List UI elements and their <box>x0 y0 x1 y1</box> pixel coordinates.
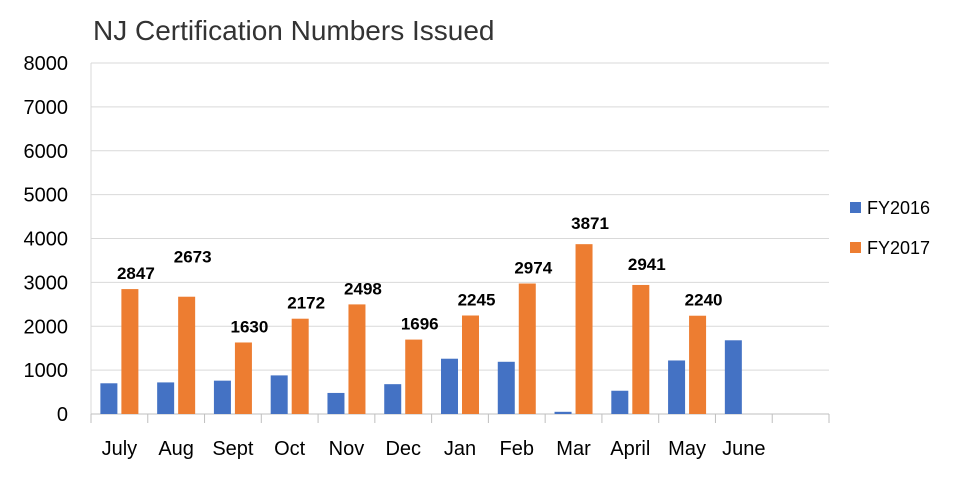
chart-title: NJ Certification Numbers Issued <box>93 15 494 46</box>
legend-swatch-fy2016 <box>850 202 861 213</box>
axis-layer: 0 1000 2000 3000 4000 5000 6000 7000 8000 July Aug… <box>24 53 830 460</box>
data-label-dec: 1696 <box>401 315 439 334</box>
legend: FY2016 FY2017 <box>850 198 930 258</box>
bars-layer <box>100 244 742 414</box>
bar-fy2017-may <box>689 315 707 414</box>
legend-label-fy2016: FY2016 <box>867 198 930 218</box>
y-tick-label: 3000 <box>24 272 69 294</box>
x-tick-label: Aug <box>158 438 194 460</box>
data-label-may: 2240 <box>685 291 723 310</box>
bar-fy2017-april <box>632 284 650 414</box>
bar-fy2017-oct <box>291 318 309 414</box>
x-tick-label: June <box>722 438 765 460</box>
x-tick-label: Dec <box>385 438 421 460</box>
legend-swatch-fy2017 <box>850 242 861 253</box>
bar-fy2017-jan <box>462 315 479 414</box>
y-tick-label: 1000 <box>24 360 69 382</box>
data-label-jan: 2245 <box>458 291 496 310</box>
bar-fy2016-nov <box>327 392 345 414</box>
bar-fy2016-april <box>611 390 629 414</box>
bar-fy2016-june <box>724 340 742 414</box>
data-label-mar: 3871 <box>571 214 609 233</box>
bar-fy2017-sept <box>234 342 252 414</box>
bar-fy2017-nov <box>348 304 366 414</box>
x-tick-label: Sept <box>212 438 254 460</box>
y-tick-label: 2000 <box>24 316 69 338</box>
data-label-aug: 2673 <box>174 248 212 267</box>
y-tick-label: 8000 <box>24 53 69 75</box>
x-tick-label: Oct <box>274 438 306 460</box>
data-label-april: 2941 <box>628 255 666 274</box>
data-label-july: 2847 <box>117 264 155 283</box>
y-tick-label: 0 <box>57 404 68 426</box>
data-label-nov: 2498 <box>344 279 382 298</box>
bar-fy2017-feb <box>518 283 536 414</box>
bar-fy2016-july <box>100 383 118 414</box>
x-tick-label: April <box>610 438 650 460</box>
y-tick-label: 6000 <box>24 141 69 163</box>
bar-fy2016-mar <box>554 411 572 414</box>
data-labels-layer: 2847 2673 1630 2172 2498 1696 2245 2974 3871 2941… <box>117 214 723 336</box>
x-tick-label: Feb <box>500 438 534 460</box>
grid-layer <box>91 62 829 415</box>
data-label-feb: 2974 <box>514 259 552 278</box>
data-label-sept: 1630 <box>231 317 269 336</box>
bar-fy2016-oct <box>270 375 288 414</box>
y-tick-label: 4000 <box>24 229 69 251</box>
bar-fy2016-feb <box>497 361 515 414</box>
bar-fy2017-mar <box>575 244 593 414</box>
bar-fy2016-jan <box>441 358 458 414</box>
x-tick-label: Mar <box>556 438 591 460</box>
y-tick-label: 5000 <box>24 185 69 207</box>
legend-label-fy2017: FY2017 <box>867 238 930 258</box>
data-label-oct: 2172 <box>287 294 325 313</box>
y-tick-label: 7000 <box>24 97 69 119</box>
bar-fy2016-dec <box>384 384 402 414</box>
x-tick-label: May <box>668 438 706 460</box>
bar-fy2016-sept <box>213 380 231 414</box>
bar-fy2016-aug <box>157 382 175 414</box>
x-tick-label: Nov <box>329 438 365 460</box>
bar-fy2017-dec <box>405 339 423 414</box>
bar-fy2017-aug <box>178 296 196 414</box>
bar-fy2017-july <box>121 289 139 414</box>
x-tick-label: July <box>102 438 138 460</box>
x-tick-label: Jan <box>444 438 476 460</box>
bar-fy2016-may <box>668 360 686 414</box>
